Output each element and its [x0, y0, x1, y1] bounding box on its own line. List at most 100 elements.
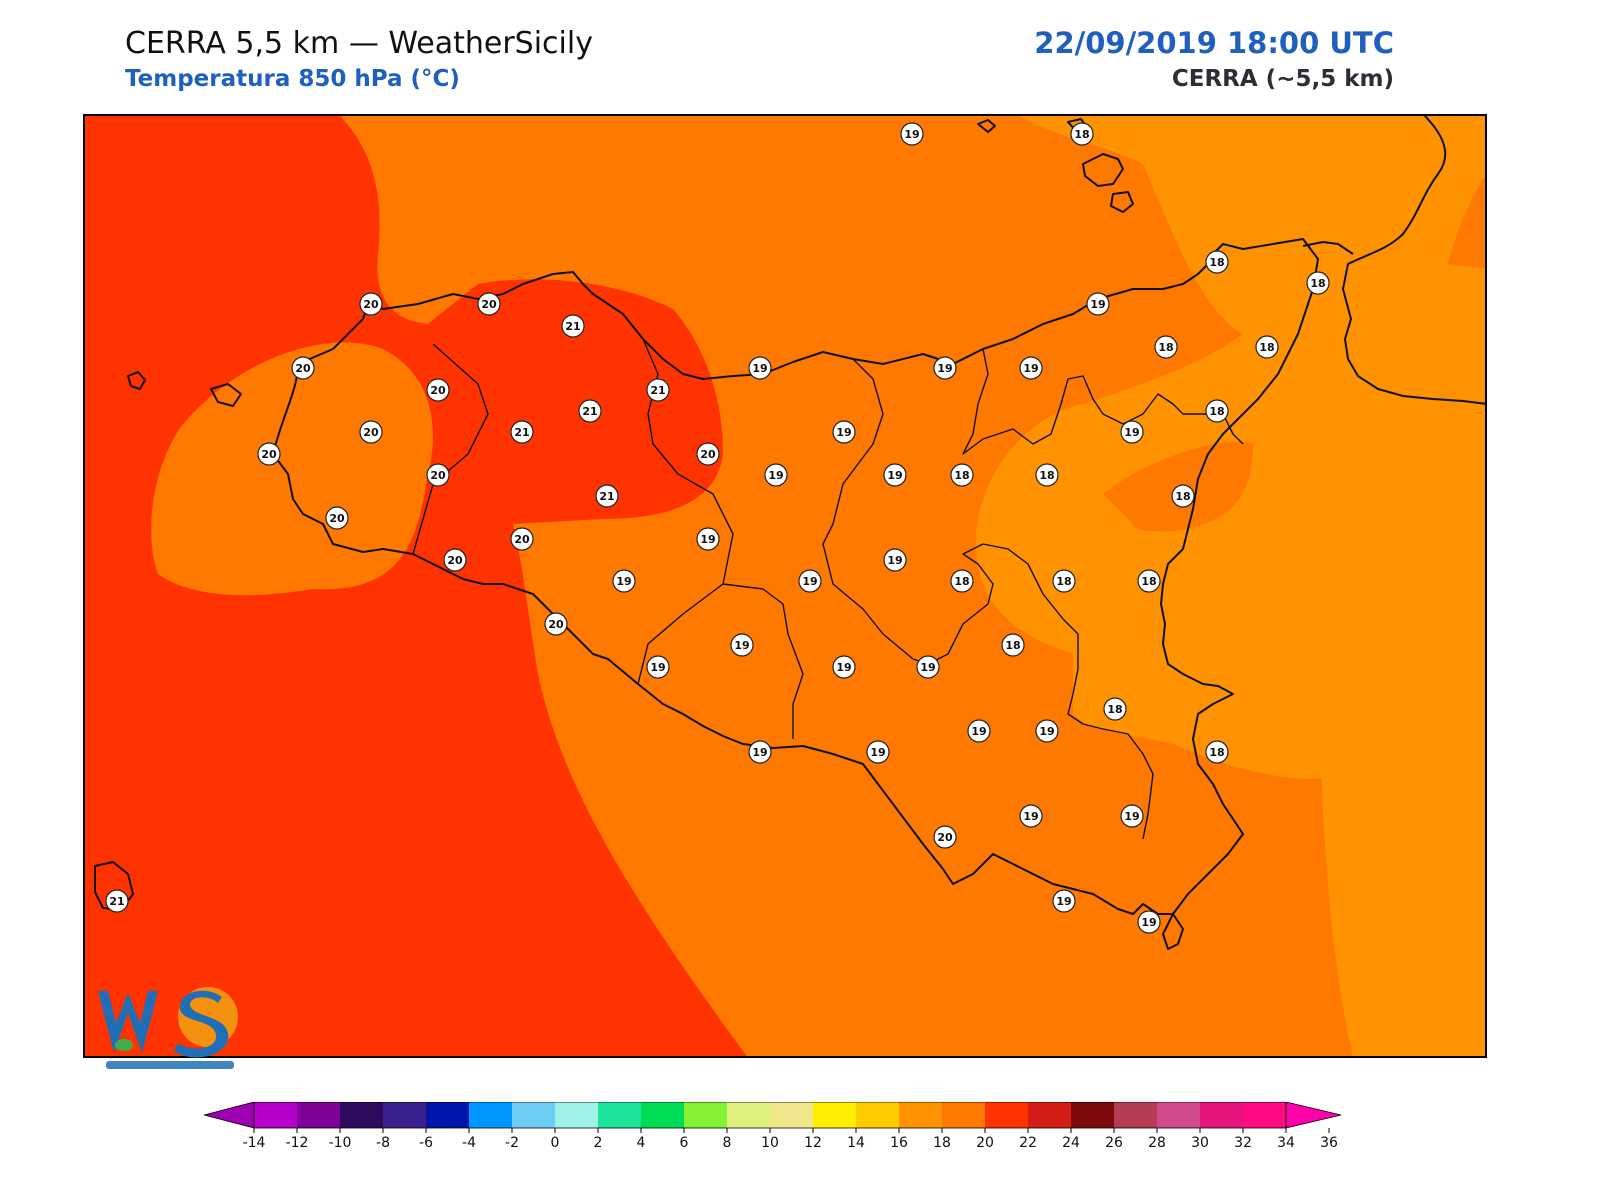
label-bubble: [1205, 740, 1229, 764]
label-bubble: [1103, 697, 1127, 721]
colorbar-tick-label: 28: [1148, 1135, 1166, 1151]
colorbar-cell: [555, 1102, 598, 1128]
colorbar-tick-label: 10: [761, 1135, 779, 1151]
label-bubble: [544, 612, 568, 636]
label-bubble: [359, 420, 383, 444]
temperature-label: 18: [1205, 399, 1229, 423]
temperature-label: 20: [291, 356, 315, 380]
temperature-label: 18: [1052, 569, 1076, 593]
temperature-label: 20: [696, 442, 720, 466]
label-value: 18: [1209, 405, 1224, 418]
label-value: 19: [1039, 725, 1054, 738]
label-bubble: [257, 442, 281, 466]
label-bubble: [730, 633, 754, 657]
colorbar-cell: [512, 1102, 555, 1128]
label-bubble: [798, 569, 822, 593]
colorbar-tick-label: -2: [505, 1135, 519, 1151]
label-bubble: [696, 527, 720, 551]
temperature-label: 20: [325, 506, 349, 530]
label-bubble: [477, 292, 501, 316]
colorbar-cell: [469, 1102, 512, 1128]
colorbar-cell: [684, 1102, 727, 1128]
colorbar-tick-label: 16: [890, 1135, 908, 1151]
colorbar-tick-label: 14: [847, 1135, 865, 1151]
colorbar-cell: [727, 1102, 770, 1128]
temperature-label: 21: [595, 484, 619, 508]
temperature-label: 18: [1035, 463, 1059, 487]
label-bubble: [866, 740, 890, 764]
label-bubble: [426, 378, 450, 402]
label-bubble: [1120, 420, 1144, 444]
label-value: 18: [1209, 256, 1224, 269]
label-value: 19: [700, 533, 715, 546]
band-16-18-east: [975, 114, 1487, 1058]
label-bubble: [1171, 484, 1195, 508]
label-value: 19: [887, 554, 902, 567]
colorbar-cell: [254, 1102, 297, 1128]
variable-subtitle: Temperatura 850 hPa (°C): [125, 66, 460, 92]
label-bubble: [1205, 250, 1229, 274]
temperature-label: 20: [477, 292, 501, 316]
label-value: 19: [1124, 426, 1139, 439]
band-18-20-west-blob: [151, 342, 433, 596]
colorbar-cell: [770, 1102, 813, 1128]
label-value: 19: [1141, 916, 1156, 929]
colorbar-cell: [1157, 1102, 1200, 1128]
label-bubble: [1052, 889, 1076, 913]
label-value: 19: [971, 725, 986, 738]
label-bubble: [1205, 399, 1229, 423]
colorbar-tick-label: 22: [1019, 1135, 1037, 1151]
label-bubble: [426, 463, 450, 487]
colorbar-tick-label: 26: [1105, 1135, 1123, 1151]
colorbar-cell: [1114, 1102, 1157, 1128]
temperature-label: 21: [105, 889, 129, 913]
label-bubble: [748, 356, 772, 380]
temperature-label: 20: [426, 378, 450, 402]
label-value: 19: [887, 469, 902, 482]
label-bubble: [325, 506, 349, 530]
colorbar-cell: [426, 1102, 469, 1128]
temperature-label: 20: [933, 825, 957, 849]
temperature-label: 19: [1086, 292, 1110, 316]
label-value: 19: [920, 661, 935, 674]
label-value: 18: [1175, 490, 1190, 503]
colorbar-cell: [383, 1102, 426, 1128]
temperature-label: 20: [443, 548, 467, 572]
colorbar-tick-label: 30: [1191, 1135, 1209, 1151]
label-value: 21: [650, 384, 665, 397]
label-bubble: [510, 527, 534, 551]
temperature-label: 20: [544, 612, 568, 636]
label-bubble: [1086, 292, 1110, 316]
label-value: 21: [599, 490, 614, 503]
colorbar-tick-label: 18: [933, 1135, 951, 1151]
label-value: 20: [430, 469, 446, 482]
temperature-label: 19: [883, 548, 907, 572]
label-bubble: [612, 569, 636, 593]
label-bubble: [595, 484, 619, 508]
label-value: 21: [565, 320, 580, 333]
temperature-label: 18: [1154, 335, 1178, 359]
colorbar-tick-label: -4: [462, 1135, 476, 1151]
sicily-coastline: [272, 238, 1319, 950]
label-value: 20: [363, 426, 379, 439]
label-value: 18: [1005, 639, 1020, 652]
temperature-label: 19: [832, 420, 856, 444]
label-value: 20: [447, 554, 463, 567]
colorbar-cell: [598, 1102, 641, 1128]
colorbar-tick-label: -14: [243, 1135, 266, 1151]
temperature-label: 19: [730, 633, 754, 657]
label-bubble: [1255, 335, 1279, 359]
label-bubble: [1120, 804, 1144, 828]
label-bubble: [291, 356, 315, 380]
label-value: 18: [1074, 128, 1089, 141]
temperature-label: 19: [1035, 719, 1059, 743]
temperature-labels: 19 18 18 18 20 20 19 21 18 18 20 19 19 19 20 21 21 18 20 21…: [105, 122, 1330, 934]
label-bubble: [105, 889, 129, 913]
label-value: 19: [1056, 895, 1071, 908]
valid-datetime: 22/09/2019 18:00 UTC: [1034, 26, 1394, 60]
label-bubble: [1137, 910, 1161, 934]
temperature-label: 18: [1306, 271, 1330, 295]
temperature-label: 18: [1103, 697, 1127, 721]
temperature-label: 18: [1137, 569, 1161, 593]
label-value: 18: [1039, 469, 1054, 482]
